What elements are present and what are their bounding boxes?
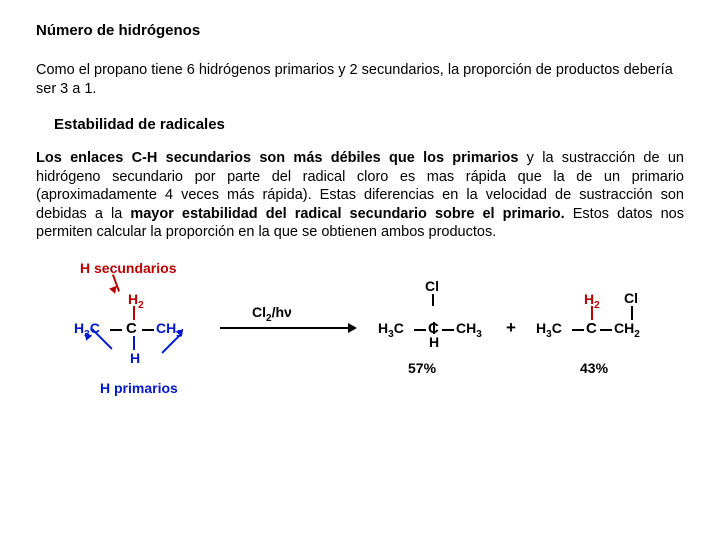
para2-strong-1: Los enlaces C-H secundarios son más débi… [36, 150, 518, 166]
reaction-arrow-head-icon [348, 323, 357, 333]
p1-cl: Cl [425, 278, 439, 294]
para2-strong-2: mayor estabilidad del radical secundario… [130, 206, 564, 222]
p2-c-mid: C [586, 320, 597, 337]
label-h-primarios: H primarios [100, 380, 178, 396]
plus-sign: + [506, 318, 516, 338]
bond-icon [110, 329, 122, 331]
p1-h: H [429, 334, 439, 350]
reaction-diagram: H secundarios H2 H3C C H CH3 H primarios… [60, 260, 700, 440]
p1-ch3-2: CH3 [456, 320, 482, 340]
bond-icon [414, 329, 426, 331]
bond-icon [142, 329, 154, 331]
h-bottom: H [130, 350, 140, 366]
label-h-secundarios: H secundarios [80, 260, 176, 276]
bond-icon [572, 329, 584, 331]
reagent-label: Cl2/hν [252, 304, 292, 324]
heading-estabilidad: Estabilidad de radicales [54, 116, 684, 133]
bond-icon [631, 306, 633, 320]
p1-ch3-1: H3C [378, 320, 404, 340]
bond-icon [600, 329, 612, 331]
left-c-center: C [126, 320, 137, 337]
bond-icon [432, 294, 434, 306]
p2-h2: H2 [584, 291, 600, 311]
p2-percent: 43% [580, 360, 608, 376]
p2-ch3: H3C [536, 320, 562, 340]
heading-numero-hidrogenos: Número de hidrógenos [36, 22, 684, 39]
paragraph-2: Los enlaces C-H secundarios son más débi… [36, 149, 684, 242]
p1-percent: 57% [408, 360, 436, 376]
bond-vert-top-icon [133, 306, 135, 320]
bond-vert-bot-icon [133, 336, 135, 350]
reaction-arrow-icon [220, 327, 350, 329]
paragraph-1: Como el propano tiene 6 hidrógenos prima… [36, 61, 684, 98]
p2-ch2: CH2 [614, 320, 640, 340]
bond-icon [442, 329, 454, 331]
h2-top: H2 [128, 291, 144, 311]
bond-icon [433, 322, 435, 334]
document-page: Número de hidrógenos Como el propano tie… [0, 0, 720, 450]
p2-cl: Cl [624, 290, 638, 306]
